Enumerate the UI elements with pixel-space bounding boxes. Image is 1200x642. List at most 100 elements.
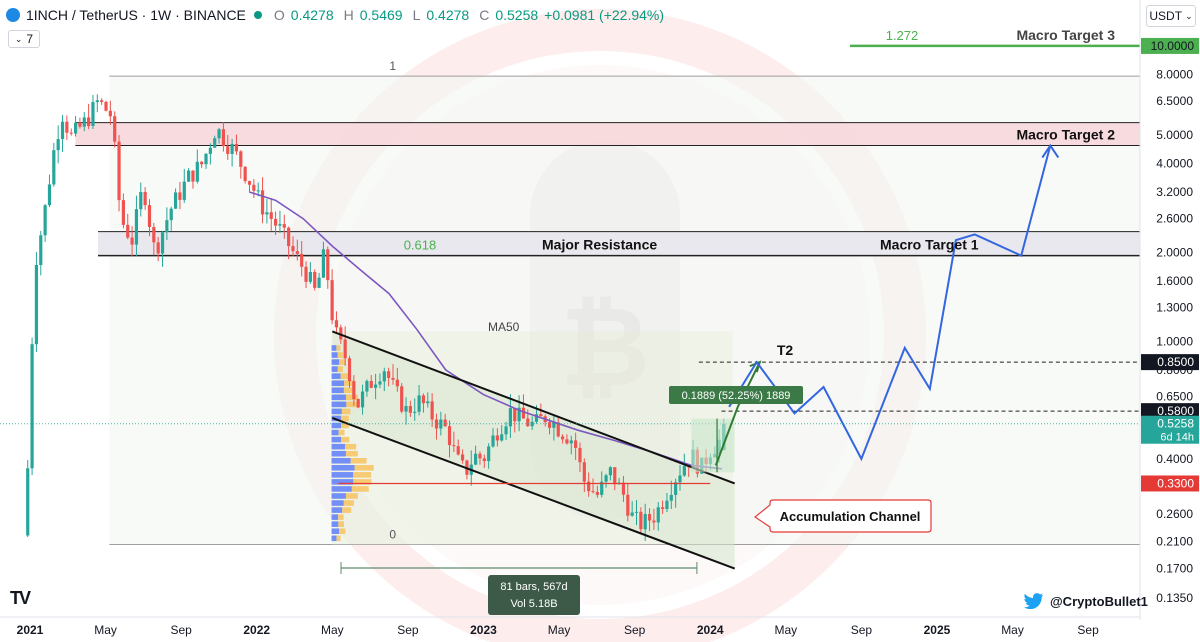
candle-body — [639, 511, 643, 530]
volume-profile-bar — [341, 408, 351, 415]
candle-body — [682, 466, 686, 476]
indicator-toggle-button[interactable]: ⌄ 7 — [8, 30, 40, 48]
candle-body — [460, 454, 465, 461]
price-tick-label: 0.1700 — [1156, 562, 1193, 576]
candle-body — [73, 122, 78, 134]
price-label-text: 0.5258 — [1157, 417, 1194, 431]
volume-profile-bar — [343, 500, 354, 506]
open-label: O — [273, 7, 285, 23]
candle-body — [360, 391, 365, 408]
macro-target-3-label: Macro Target 3 — [1016, 27, 1115, 43]
candle-body — [26, 468, 30, 536]
price-label-box — [1141, 37, 1199, 54]
candle-body — [539, 414, 543, 417]
time-tick-label: 2025 — [924, 623, 951, 637]
candle-body — [169, 208, 173, 221]
candle-body — [200, 161, 204, 165]
candle-body — [604, 475, 608, 482]
candle-body — [78, 122, 82, 127]
accumulation-channel-fill — [332, 331, 735, 569]
volume-profile-bar — [331, 535, 337, 542]
candle-body — [43, 205, 47, 236]
short-projection-arrowhead — [749, 360, 762, 373]
time-tick-label: May — [1001, 623, 1024, 637]
fib-1-label: 1 — [389, 59, 396, 73]
price-tick-label: 4.0000 — [1156, 156, 1193, 170]
candle-body — [160, 232, 165, 254]
price-label-text: 0.5800 — [1157, 404, 1194, 418]
candle-body — [478, 453, 482, 459]
candle-body — [347, 358, 352, 382]
range-vol-label: Vol 5.18B — [510, 598, 557, 610]
range-bars-label: 81 bars, 567d — [500, 581, 567, 593]
volume-profile-bar — [341, 436, 350, 443]
candle-body — [582, 462, 586, 482]
candle-body — [613, 467, 617, 485]
volume-profile-bar — [331, 486, 352, 492]
candle-body — [291, 246, 295, 252]
volume-profile-bar — [338, 429, 345, 436]
candle-body — [265, 212, 269, 215]
currency-button[interactable]: USDT ⌄ — [1146, 5, 1196, 27]
major-resistance-label: Major Resistance — [542, 237, 657, 253]
candle-body — [108, 110, 112, 117]
candle-body — [230, 144, 234, 154]
candle-body — [239, 151, 243, 167]
candle-body — [443, 419, 447, 427]
time-tick-label: 2024 — [697, 623, 724, 637]
candle-body — [591, 491, 595, 493]
fib-0618-label: 0.618 — [404, 238, 437, 253]
candle-body — [69, 132, 73, 134]
candle-body — [491, 435, 495, 447]
volume-profile-bar — [340, 415, 349, 422]
volume-profile-bar — [331, 514, 339, 520]
volume-profile-bar — [353, 479, 372, 485]
fib-1272-label: 1.272 — [886, 28, 919, 43]
candle-body — [221, 129, 226, 147]
candle-body — [547, 422, 552, 428]
candle-body — [417, 395, 421, 412]
indicator-count: 7 — [26, 32, 34, 46]
candle-body — [34, 264, 39, 345]
open-value: 0.4278 — [290, 7, 334, 23]
t2-label: T2 — [777, 342, 794, 358]
measure-label: 0.1889 (52.25%) 1889 — [682, 390, 791, 402]
accumulation-channel-label: Accumulation Channel — [780, 509, 921, 524]
candle-body — [652, 520, 656, 523]
candle-body — [521, 407, 526, 419]
volume-profile-bar — [340, 422, 349, 429]
twitter-credit: @CryptoBullet1 — [1024, 593, 1148, 609]
volume-profile-bar — [345, 493, 358, 499]
candle-body — [434, 419, 439, 429]
low-label: L — [412, 7, 421, 23]
candle-body — [247, 181, 252, 185]
candle-body — [100, 100, 104, 102]
candle-body — [130, 237, 134, 245]
candle-body — [660, 507, 665, 509]
twitter-bird-icon — [1024, 593, 1043, 609]
macro-target-2-zone — [75, 122, 1140, 146]
range-box — [332, 331, 733, 545]
volume-profile-bar — [331, 380, 345, 387]
candle-body — [95, 100, 99, 103]
volume-profile-bar — [331, 408, 342, 415]
candle-body — [304, 266, 308, 282]
price-tick-label: 1.6000 — [1156, 274, 1193, 288]
candle-body — [126, 224, 130, 238]
candle-body — [400, 386, 404, 412]
candle-body — [656, 507, 660, 523]
macro-target-2-label: Macro Target 2 — [1016, 127, 1115, 143]
price-tick-label: 0.1350 — [1156, 591, 1193, 605]
candle-body — [643, 513, 647, 530]
symbol-title[interactable]: 1INCH / TetherUS · 1W · BINANCE — [26, 7, 246, 23]
annotations-layer: 1 0 0.618 1.272 Major Resistance Macro Target… — [0, 27, 1140, 615]
volume-profile-bar — [342, 507, 352, 513]
macro-projection-arrowhead — [1041, 143, 1060, 159]
volume-profile-bar — [350, 457, 367, 464]
volume-profile-bar — [331, 528, 340, 535]
time-tick-label: 2023 — [470, 623, 497, 637]
tradingview-logo-icon: TV — [10, 588, 31, 608]
candle-body — [330, 280, 334, 321]
candle-body — [452, 445, 456, 447]
